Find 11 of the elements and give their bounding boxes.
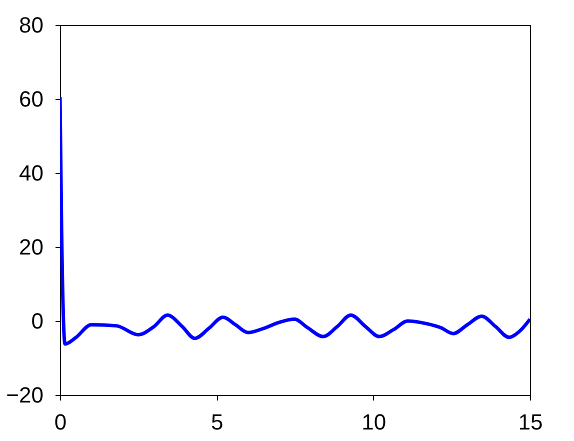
y-tick-label: 20 [19, 234, 44, 260]
y-tick-label: −20 [6, 382, 44, 408]
y-tick-label: 60 [19, 86, 44, 112]
y-tick-label: 80 [19, 12, 44, 38]
x-tick-label: 10 [362, 410, 386, 434]
x-tick-label: 0 [54, 410, 67, 434]
line-series [60, 95, 530, 346]
x-tick-label: 5 [211, 410, 224, 434]
x-tick-label: 15 [518, 410, 543, 434]
y-tick-label: 40 [19, 160, 44, 186]
y-tick-label: 0 [31, 308, 44, 334]
